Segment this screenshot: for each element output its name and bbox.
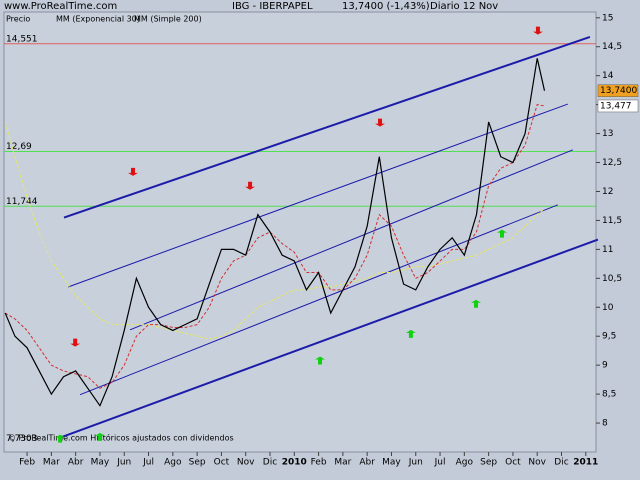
x-tick-label: Sep xyxy=(189,458,206,468)
x-tick-label: Abr xyxy=(359,458,375,468)
green-arrow xyxy=(94,432,105,441)
x-tick-label: Jul xyxy=(434,458,446,468)
y-tick-label: 14,5 xyxy=(602,42,622,52)
channel-line xyxy=(67,103,568,288)
channel-line xyxy=(61,238,599,438)
y-tick-label: 11,5 xyxy=(602,216,622,226)
red-arrow xyxy=(127,167,138,176)
x-tick-label: Dic xyxy=(263,458,277,468)
x-tick-label: Oct xyxy=(505,458,521,468)
y-tick-label: 13 xyxy=(602,129,613,139)
x-tick-label: Sep xyxy=(480,458,497,468)
red-arrow xyxy=(375,118,386,127)
low-label: 7,7303 xyxy=(6,434,38,444)
y-tick-label: 9,5 xyxy=(602,332,616,342)
green-arrow xyxy=(405,329,416,338)
y-tick-label: 10,5 xyxy=(602,274,622,284)
red-arrow xyxy=(532,26,543,35)
x-tick-label: 2010 xyxy=(282,458,307,468)
level-label: 11,744 xyxy=(6,197,38,207)
y-tick-label: 8,5 xyxy=(602,390,616,400)
y-tick-label: 11 xyxy=(602,245,613,255)
green-arrow xyxy=(315,356,326,365)
price-box xyxy=(597,84,639,97)
x-tick-label: Nov xyxy=(528,458,546,468)
legend-entry: MM (Exponencial 30) xyxy=(56,15,140,24)
x-tick-label: Nov xyxy=(237,458,255,468)
price-box xyxy=(597,99,639,113)
x-tick-label: Feb xyxy=(311,458,327,468)
channel-line xyxy=(63,35,591,219)
x-tick-label: Feb xyxy=(19,458,35,468)
y-tick-label: 12 xyxy=(602,187,613,197)
series-line xyxy=(4,104,545,389)
red-arrow xyxy=(245,181,256,190)
x-tick-label: Jun xyxy=(116,458,131,468)
site: www.ProRealTime.com xyxy=(4,1,117,12)
green-arrow xyxy=(496,229,507,238)
price-box-label: 13,477 xyxy=(600,101,632,111)
legend-label: Precio xyxy=(6,15,30,24)
x-tick-label: Ago xyxy=(456,458,474,468)
plot-area xyxy=(3,11,597,453)
y-tick-label: 10 xyxy=(602,303,614,313)
series-line xyxy=(4,58,546,407)
price-box-label: 13,7400 xyxy=(600,86,637,96)
x-tick-label: Mar xyxy=(43,458,60,468)
y-tick-label: 14 xyxy=(602,71,614,81)
x-tick-label: May xyxy=(91,458,110,468)
x-tick-label: 2011 xyxy=(573,458,598,468)
channel-line xyxy=(79,204,559,396)
red-arrow xyxy=(70,338,81,347)
legend-entry: MM (Simple 200) xyxy=(134,15,202,24)
x-tick-label: Oct xyxy=(214,458,230,468)
x-tick-label: Jun xyxy=(408,458,423,468)
level-label: 14,551 xyxy=(6,34,38,44)
y-tick-label: 15 xyxy=(602,13,613,23)
quote: 13,7400 (-1,43%) xyxy=(342,1,430,12)
x-tick-label: Jul xyxy=(142,458,154,468)
series-line xyxy=(4,121,545,340)
chart-title: IBG - IBERPAPEL xyxy=(232,1,313,12)
x-tick-label: May xyxy=(382,458,401,468)
y-tick-label: 9 xyxy=(602,361,608,371)
period: Diario 12 Nov xyxy=(430,1,498,12)
x-tick-label: Ago xyxy=(164,458,182,468)
green-arrow xyxy=(55,434,66,443)
green-arrow xyxy=(470,299,481,308)
x-tick-label: Abr xyxy=(68,458,84,468)
level-label: 12,69 xyxy=(6,142,32,152)
y-tick-label: 12,5 xyxy=(602,158,622,168)
x-tick-label: Dic xyxy=(554,458,568,468)
x-tick-label: Mar xyxy=(334,458,351,468)
footer: © ProRealTime.com Históricos ajustados c… xyxy=(8,433,234,443)
y-tick-label: 8 xyxy=(602,419,608,429)
